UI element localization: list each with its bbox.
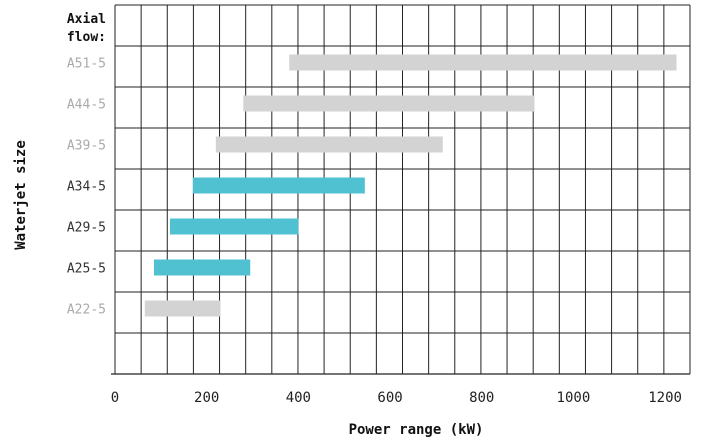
bar-a39-5 <box>215 136 443 153</box>
x-tick-label: 1200 <box>648 390 682 406</box>
header-label-line2: flow: <box>67 30 106 45</box>
x-tick-label: 0 <box>111 390 119 406</box>
bar-a25-5 <box>153 259 251 276</box>
x-tick-labels: 0 200 400 600 800 1000 1200 <box>111 390 682 406</box>
bar-a22-5 <box>144 300 221 317</box>
x-tick-label: 1000 <box>557 390 591 406</box>
category-label-a22-5: A22-5 <box>67 303 106 318</box>
bar-a44-5 <box>243 95 535 112</box>
bar-a51-5 <box>289 54 677 71</box>
bars <box>144 54 677 317</box>
x-tick-label: 200 <box>194 390 219 406</box>
x-tick-label: 800 <box>469 390 494 406</box>
category-label-a29-5: A29-5 <box>67 221 106 236</box>
category-labels: A51-5 A44-5 A39-5 A34-5 A29-5 A25-5 A22-5 <box>67 57 106 318</box>
category-label-a34-5: A34-5 <box>67 180 106 195</box>
bar-a34-5 <box>192 177 365 194</box>
x-axis-title: Power range (kW) <box>349 422 484 438</box>
category-label-a44-5: A44-5 <box>67 98 106 113</box>
y-axis-title: Waterjet size <box>13 140 29 250</box>
bar-a29-5 <box>170 218 299 235</box>
x-tick-label: 400 <box>286 390 311 406</box>
header-label-line1: Axial <box>67 12 106 27</box>
category-label-a39-5: A39-5 <box>67 139 106 154</box>
category-label-a25-5: A25-5 <box>67 262 106 277</box>
category-label-a51-5: A51-5 <box>67 57 106 72</box>
x-tick-label: 600 <box>377 390 402 406</box>
